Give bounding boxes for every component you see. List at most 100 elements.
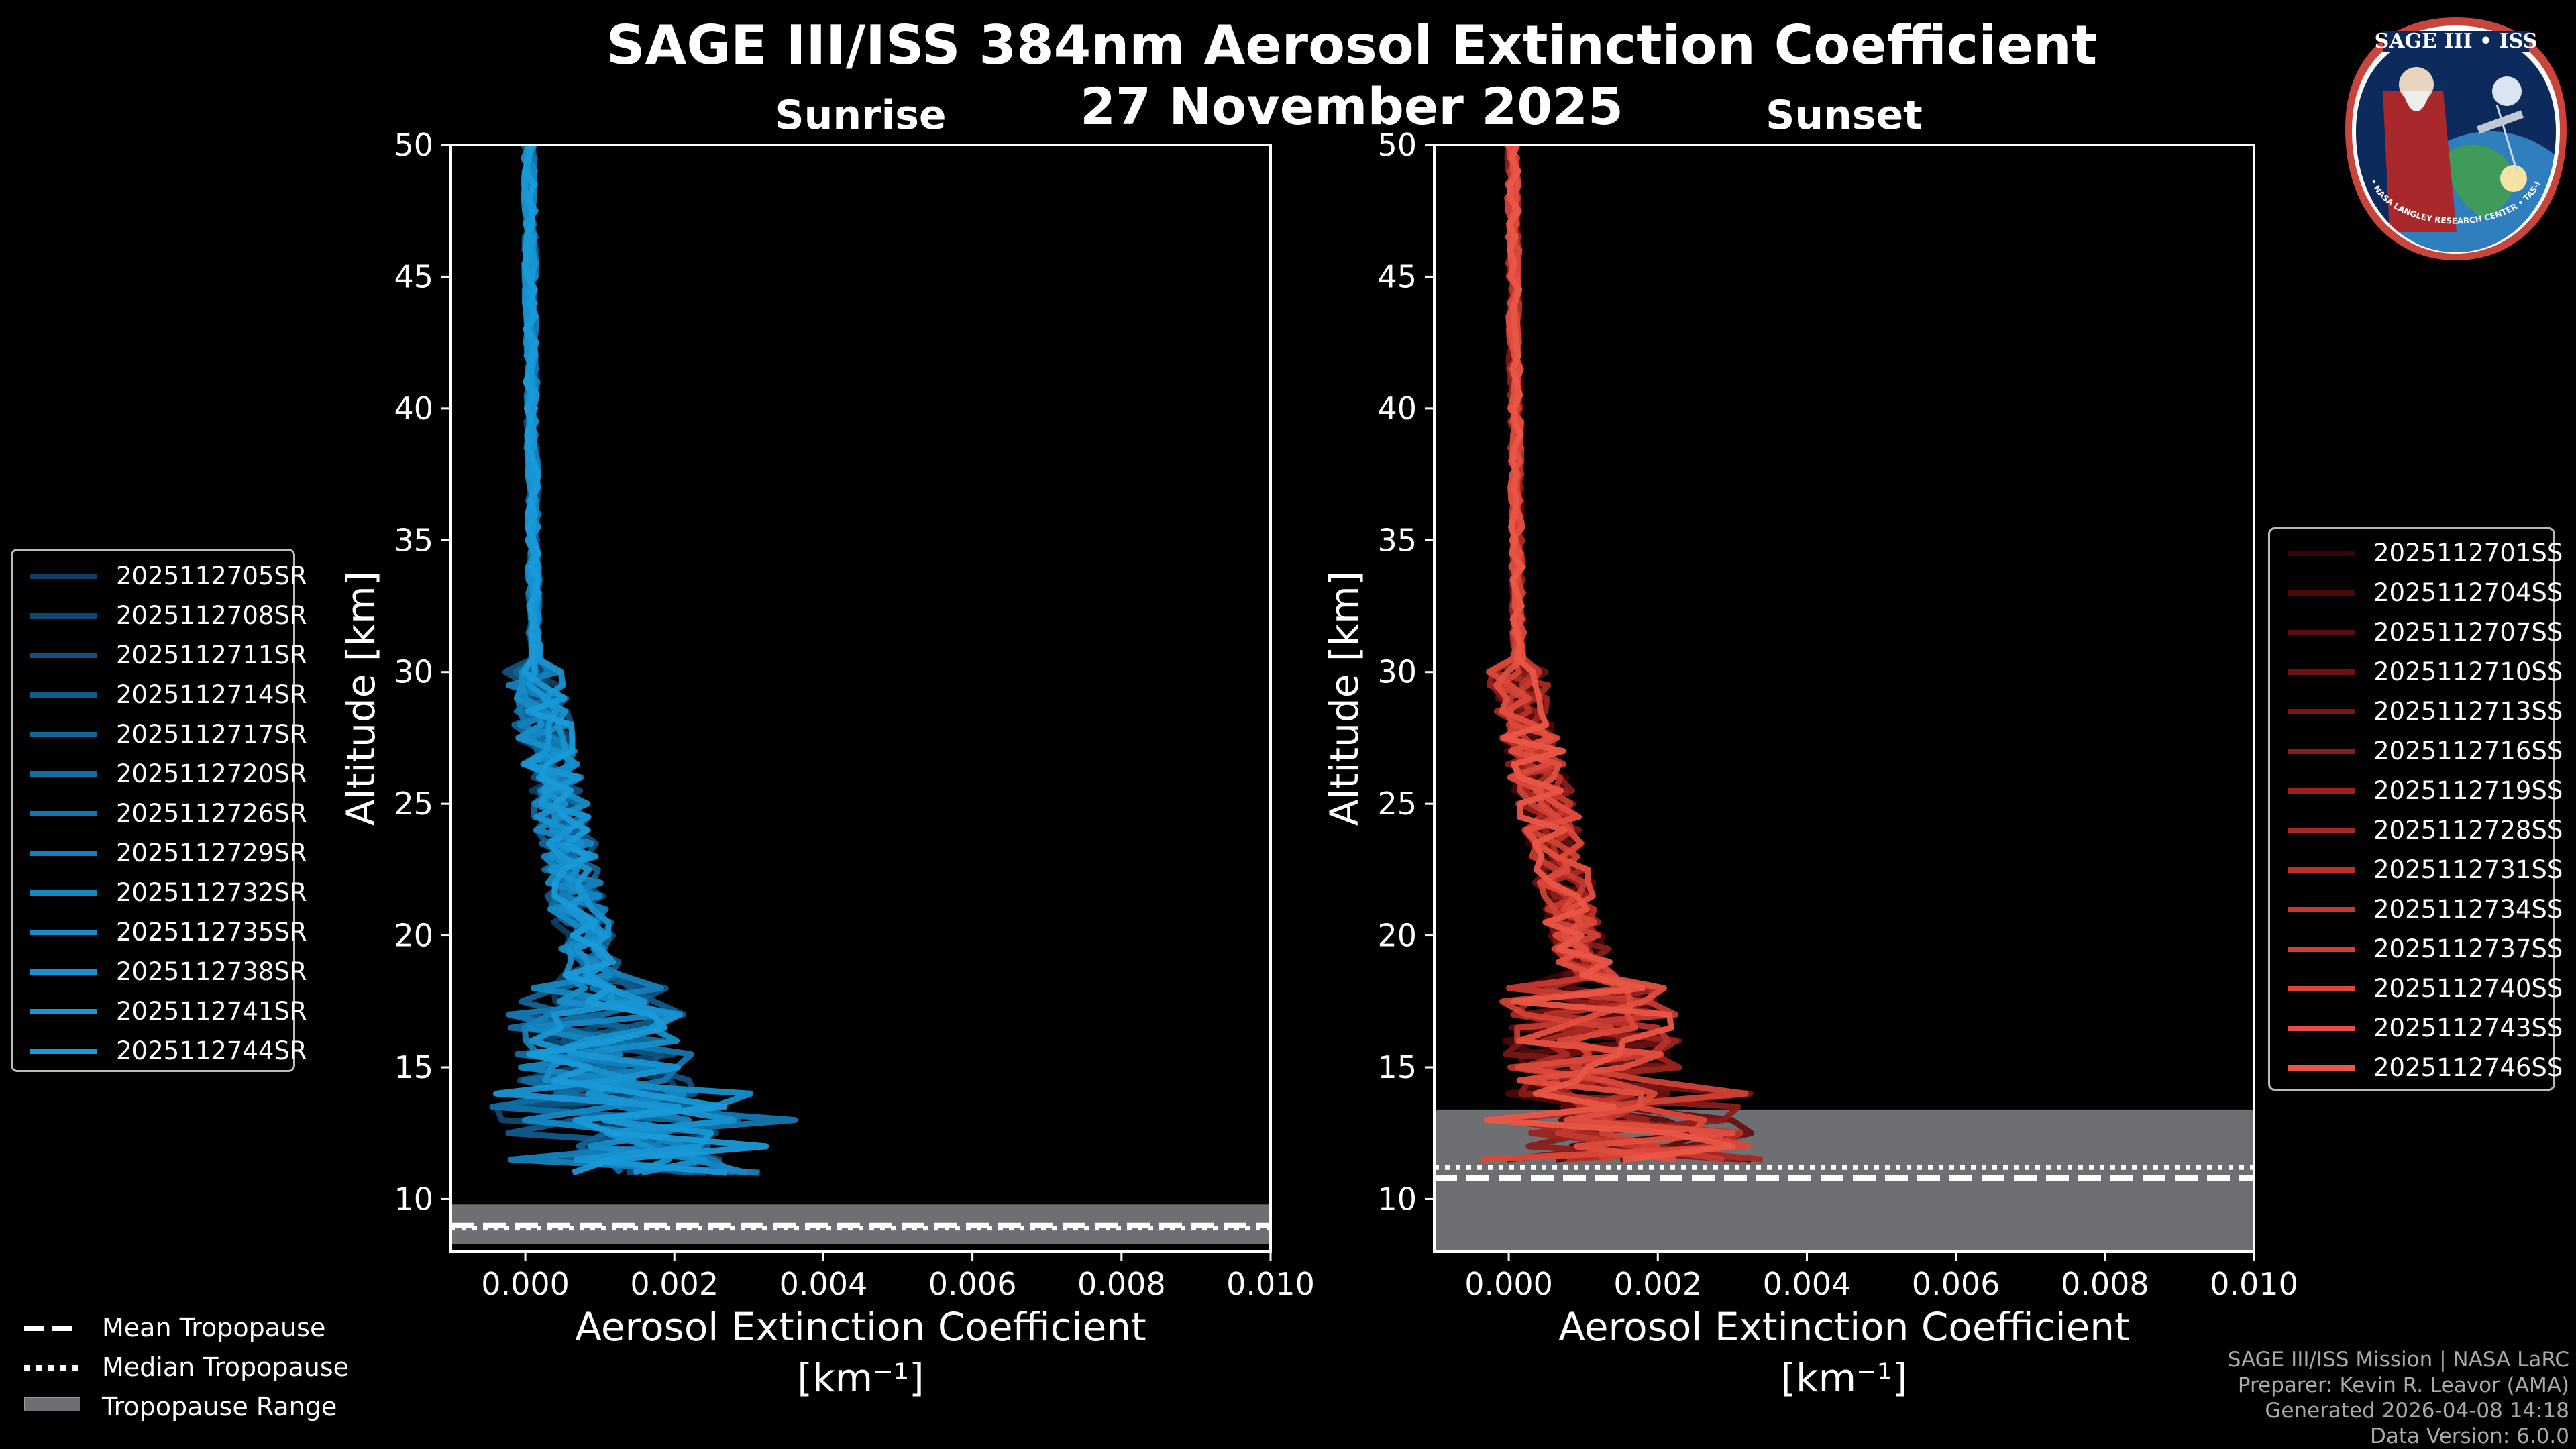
- legend-label: 2025112741SR: [116, 997, 307, 1026]
- sage-mission-patch-logo: SAGE III • ISS BALL • NASA LANGLEY RESEA…: [2343, 11, 2567, 260]
- profile-series-line: [1483, 145, 1736, 1163]
- legend-swatch: [2288, 788, 2355, 794]
- sunset-x-axis-label: Aerosol Extinction Coefficient: [1558, 1304, 2130, 1350]
- legend-swatch: [30, 930, 97, 935]
- y-tick-label: 15: [394, 1049, 433, 1085]
- legend-label: 2025112731SS: [2373, 855, 2563, 884]
- x-tick-label: 0.004: [780, 1266, 868, 1302]
- sunset-y-axis-label: Altitude [km]: [1322, 571, 1367, 826]
- y-tick-label: 30: [1377, 654, 1417, 690]
- legend-swatch: [2288, 630, 2355, 635]
- legend-label: 2025112719SS: [2373, 776, 2563, 805]
- credits-footer: SAGE III/ISS Mission | NASA LaRC Prepare…: [2228, 1347, 2569, 1449]
- profile-series-line: [1493, 145, 1736, 1163]
- x-tick-label: 0.006: [928, 1266, 1017, 1302]
- profile-series-line: [521, 145, 769, 1176]
- sunrise-x-axis-label: Aerosol Extinction Coefficient: [575, 1304, 1146, 1350]
- y-tick-label: 25: [394, 786, 433, 822]
- legend-label: 2025112728SS: [2373, 816, 2563, 845]
- legend-swatch: [30, 969, 97, 975]
- y-tick-label: 40: [1377, 390, 1417, 427]
- y-tick-label: 20: [394, 918, 433, 954]
- sunrise-chart: Sunrise 10 15 20 25 30 35 40 45 50 0.000 0.002 0.0…: [338, 92, 1315, 1401]
- legend-label: 2025112746SS: [2373, 1053, 2563, 1082]
- legend-swatch: [30, 1049, 97, 1054]
- legend-swatch: [30, 1009, 97, 1014]
- legend-swatch: [30, 613, 97, 619]
- dashed-line-icon: [24, 1326, 80, 1331]
- sunset-x-axis-units: [km⁻¹]: [1780, 1355, 1907, 1401]
- legend-label: 2025112732SR: [116, 878, 307, 907]
- legend-label: 2025112713SS: [2373, 697, 2563, 726]
- legend-swatch: [2288, 669, 2355, 675]
- x-tick-label: 0.002: [630, 1266, 718, 1302]
- sunrise-legend: 2025112705SR 2025112708SR 2025112711SR 2025…: [11, 549, 307, 1072]
- legend-label: 2025112704SS: [2373, 578, 2563, 607]
- chart-title: SAGE III/ISS 384nm Aerosol Extinction Co…: [606, 14, 2097, 76]
- chart-date: 27 November 2025: [1080, 76, 1623, 136]
- sunset-plot-frame: [1433, 144, 2255, 1253]
- legend-label: 2025112734SS: [2373, 895, 2563, 924]
- legend-swatch: [2288, 828, 2355, 833]
- x-tick-label: 0.004: [1763, 1266, 1851, 1302]
- legend-swatch: [30, 653, 97, 658]
- legend-label: 2025112726SR: [116, 799, 307, 828]
- y-tick-label: 35: [1377, 522, 1417, 558]
- legend-label: 2025112729SR: [116, 839, 307, 867]
- x-tick-label: 0.006: [1912, 1266, 2000, 1302]
- legend-swatch: [2288, 907, 2355, 912]
- legend-swatch: [2288, 986, 2355, 991]
- footer-mission: SAGE III/ISS Mission | NASA LaRC: [2227, 1348, 2569, 1372]
- legend-label: 2025112707SS: [2373, 618, 2563, 647]
- x-tick-label: 0.000: [1464, 1266, 1553, 1302]
- legend-label: 2025112717SR: [116, 720, 307, 749]
- y-tick-label: 10: [394, 1181, 433, 1217]
- legend-swatch: [2288, 590, 2355, 596]
- y-tick-label: 30: [394, 654, 433, 690]
- y-tick-label: 40: [394, 390, 433, 427]
- tropopause-legend-label: Mean Tropopause: [102, 1313, 326, 1342]
- legend-swatch: [30, 574, 97, 579]
- footer-version: Data Version: 6.0.0: [2369, 1424, 2569, 1448]
- legend-label: 2025112720SR: [116, 759, 307, 788]
- sunset-subtitle: Sunset: [1766, 92, 1923, 139]
- legend-label: 2025112737SS: [2373, 934, 2563, 963]
- x-tick-label: 0.002: [1613, 1266, 1702, 1302]
- legend-label: 2025112701SS: [2373, 539, 2563, 568]
- gray-box-icon: [24, 1397, 80, 1411]
- legend-swatch: [2288, 1026, 2355, 1031]
- dotted-line-icon: [24, 1365, 80, 1371]
- tropopause-legend-label: Tropopause Range: [102, 1392, 337, 1421]
- x-tick-label: 0.010: [2210, 1266, 2298, 1302]
- y-tick-label: 10: [1377, 1181, 1417, 1217]
- sunset-legend: 2025112701SS 2025112704SS 2025112707SS 2025…: [2268, 527, 2563, 1091]
- legend-swatch: [2288, 867, 2355, 873]
- legend-swatch: [2288, 947, 2355, 952]
- legend-label: 2025112738SR: [116, 957, 307, 986]
- y-tick-label: 45: [1377, 258, 1417, 294]
- sunrise-x-axis-units: [km⁻¹]: [797, 1355, 924, 1401]
- x-tick-label: 0.008: [1077, 1266, 1166, 1302]
- legend-label: 2025112708SR: [116, 601, 307, 630]
- legend-label: 2025112735SR: [116, 918, 307, 947]
- sunrise-plot-frame: [449, 144, 1272, 1253]
- y-tick-label: 50: [1377, 127, 1417, 163]
- y-tick-label: 35: [394, 522, 433, 558]
- x-tick-label: 0.010: [1226, 1266, 1315, 1302]
- sunset-chart: Sunset 10 15 20 25 30 35 40 45 50 0.000 0.002 0.00…: [1322, 92, 2298, 1401]
- legend-swatch: [30, 771, 97, 777]
- legend-swatch: [30, 692, 97, 698]
- footer-generated: Generated 2026-04-08 14:18: [2265, 1399, 2569, 1423]
- legend-label: 2025112711SR: [116, 641, 307, 669]
- legend-swatch: [30, 732, 97, 737]
- y-tick-label: 15: [1377, 1049, 1417, 1085]
- legend-swatch: [30, 890, 97, 896]
- legend-swatch: [2288, 749, 2355, 754]
- legend-swatch: [30, 851, 97, 856]
- legend-swatch: [2288, 551, 2355, 556]
- legend-label: 2025112744SR: [116, 1036, 307, 1065]
- legend-label: 2025112705SR: [116, 561, 307, 590]
- footer-preparer: Preparer: Kevin R. Leavor (AMA): [2237, 1373, 2569, 1397]
- y-tick-label: 45: [394, 258, 433, 294]
- y-tick-label: 50: [394, 127, 433, 163]
